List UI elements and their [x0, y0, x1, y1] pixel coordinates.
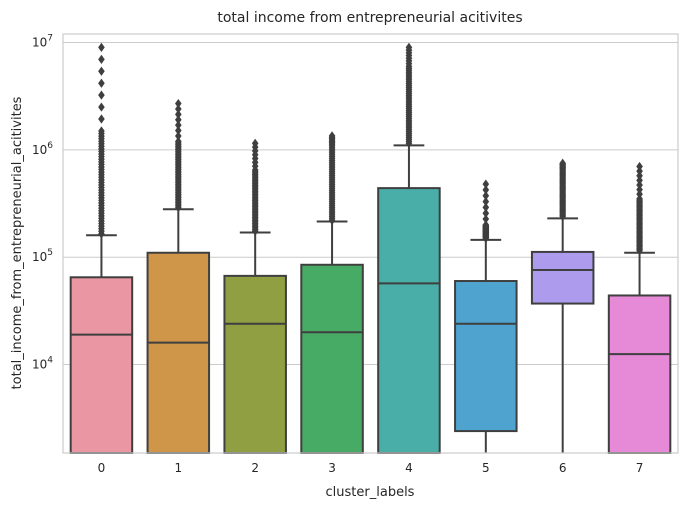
box-cluster-6: [530, 158, 595, 453]
flier-point: [636, 189, 643, 199]
flier-point: [98, 66, 105, 76]
flier-point: [636, 171, 643, 181]
plot-area: [69, 42, 672, 455]
box-iqr: [530, 250, 595, 305]
flier-point: [98, 126, 105, 136]
y-tick-label: 104: [32, 356, 53, 372]
fliers: [405, 42, 413, 148]
y-tick-base: 10: [32, 143, 47, 157]
flier-point: [98, 102, 105, 112]
y-tick-exponent: 7: [47, 34, 53, 44]
flier-point: [175, 131, 182, 141]
box-cluster-7: [607, 161, 672, 454]
flier-point: [636, 166, 643, 176]
box-cluster-3: [300, 131, 364, 455]
flier-point: [175, 136, 182, 146]
box-iqr: [223, 274, 287, 454]
flier-point: [482, 185, 490, 195]
flier-point: [175, 115, 182, 125]
flier-point: [482, 220, 490, 230]
fliers: [482, 179, 490, 243]
box-iqr: [454, 280, 518, 433]
chart-title: total income from entrepreneurial acitiv…: [217, 10, 522, 26]
x-tick-label: 0: [98, 461, 106, 475]
flier-point: [175, 120, 182, 130]
flier-point: [559, 158, 566, 168]
box-cluster-1: [146, 98, 211, 454]
y-tick-exponent: 4: [47, 356, 53, 366]
box-iqr: [377, 187, 441, 454]
flier-point: [482, 191, 490, 201]
flier-point: [175, 98, 182, 109]
y-tick-label: 107: [32, 34, 53, 50]
x-tick-label: 3: [328, 461, 336, 475]
flier-point: [98, 78, 105, 88]
box-cluster-2: [223, 138, 287, 454]
flier-point: [98, 54, 105, 64]
fliers: [636, 161, 643, 256]
plot-frame: [62, 33, 679, 454]
y-tick-label: 105: [32, 248, 53, 264]
y-tick-label: 106: [32, 141, 53, 157]
box-cluster-4: [377, 42, 441, 454]
flier-point: [405, 42, 413, 53]
fliers: [328, 131, 336, 226]
y-tick-base: 10: [32, 36, 47, 50]
y-tick-exponent: 6: [47, 141, 53, 151]
flier-point: [482, 214, 490, 224]
flier-point: [98, 42, 105, 53]
flier-point: [482, 196, 490, 207]
flier-point: [636, 184, 643, 195]
flier-point: [98, 90, 105, 100]
fliers: [559, 158, 566, 221]
x-tick-label: 6: [559, 461, 567, 475]
flier-point: [175, 109, 182, 119]
x-tick-label: 1: [174, 461, 182, 475]
flier-point: [636, 180, 643, 190]
y-tick-exponent: 5: [47, 248, 53, 258]
y-axis-label: total_income_from_entrepreneurial_acitiv…: [10, 96, 25, 389]
flier-point: [482, 179, 490, 189]
box-cluster-5: [454, 179, 518, 453]
flier-point: [251, 138, 259, 148]
flier-point: [636, 161, 643, 172]
y-tick-base: 10: [32, 250, 47, 264]
flier-point: [98, 114, 105, 124]
x-tick-label: 4: [405, 461, 413, 475]
flier-point: [175, 104, 182, 114]
box-iqr: [300, 263, 364, 455]
x-axis-label: cluster_labels: [326, 485, 415, 500]
flier-point: [636, 175, 643, 185]
fliers: [98, 42, 105, 239]
box-iqr: [607, 294, 672, 454]
flier-point: [482, 208, 490, 218]
fliers: [251, 138, 259, 236]
x-tick-label: 7: [636, 461, 644, 475]
x-tick-label: 5: [482, 461, 490, 475]
x-tick-label: 2: [251, 461, 259, 475]
flier-point: [328, 131, 336, 141]
flier-point: [175, 125, 182, 136]
box-cluster-0: [69, 42, 134, 454]
fliers: [175, 98, 182, 213]
box-iqr: [69, 276, 134, 454]
box-iqr: [146, 251, 211, 454]
y-tick-base: 10: [32, 358, 47, 372]
flier-point: [636, 194, 643, 204]
flier-point: [482, 202, 490, 212]
